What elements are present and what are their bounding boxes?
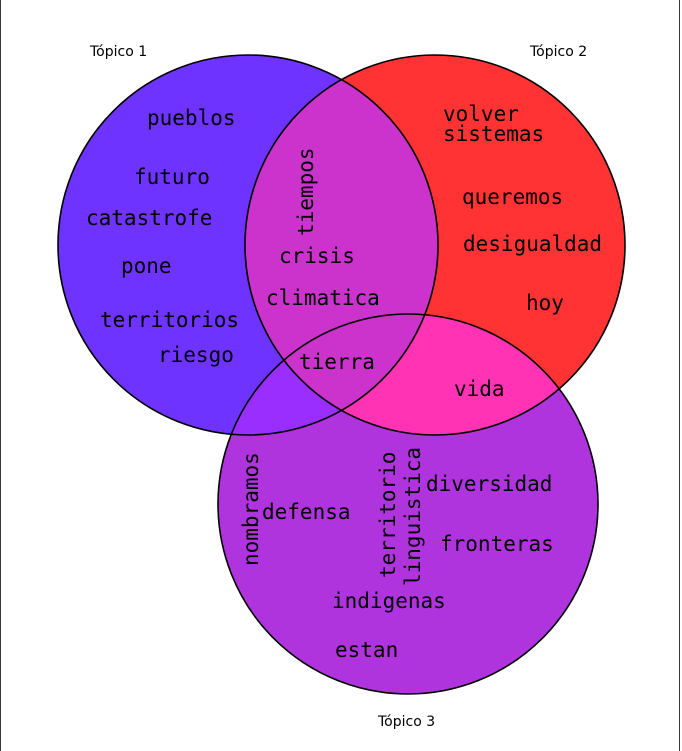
word-riesgo: riesgo (158, 343, 234, 367)
word-pone: pone (121, 254, 172, 278)
word-hoy: hoy (526, 291, 564, 315)
topic-2-label: Tópico 2 (529, 44, 587, 60)
word-pueblos: pueblos (147, 106, 236, 130)
word-indigenas: indigenas (332, 589, 446, 613)
word-crisis: crisis (279, 244, 355, 268)
word-queremos: queremos (462, 185, 563, 209)
word-tiempos: tiempos (294, 147, 318, 236)
topic-3-label: Tópico 3 (377, 714, 435, 730)
word-estan: estan (335, 638, 398, 662)
word-diversidad: diversidad (426, 472, 552, 496)
word-volver: volver (443, 102, 519, 126)
word-sistemas: sistemas (443, 122, 544, 146)
topic-2-outline (244, 54, 626, 436)
word-nombramos: nombramos (239, 452, 263, 566)
word-futuro: futuro (134, 165, 210, 189)
word-linguistica: linguistica (401, 447, 425, 586)
word-climatica: climatica (266, 286, 380, 310)
overlap-topic-1-3 (218, 314, 438, 435)
word-fronteras: fronteras (440, 532, 554, 556)
word-vida: vida (454, 377, 505, 401)
topic-1-outline (57, 54, 439, 436)
word-territorios: territorios (100, 308, 239, 332)
topic-3-outline (217, 313, 599, 695)
word-territorio: territorio (376, 452, 400, 578)
word-defensa: defensa (262, 500, 351, 524)
word-tierra: tierra (299, 350, 375, 374)
word-desigualdad: desigualdad (463, 232, 602, 256)
topic-1-label: Tópico 1 (89, 44, 147, 60)
word-catastrofe: catastrofe (86, 206, 212, 230)
